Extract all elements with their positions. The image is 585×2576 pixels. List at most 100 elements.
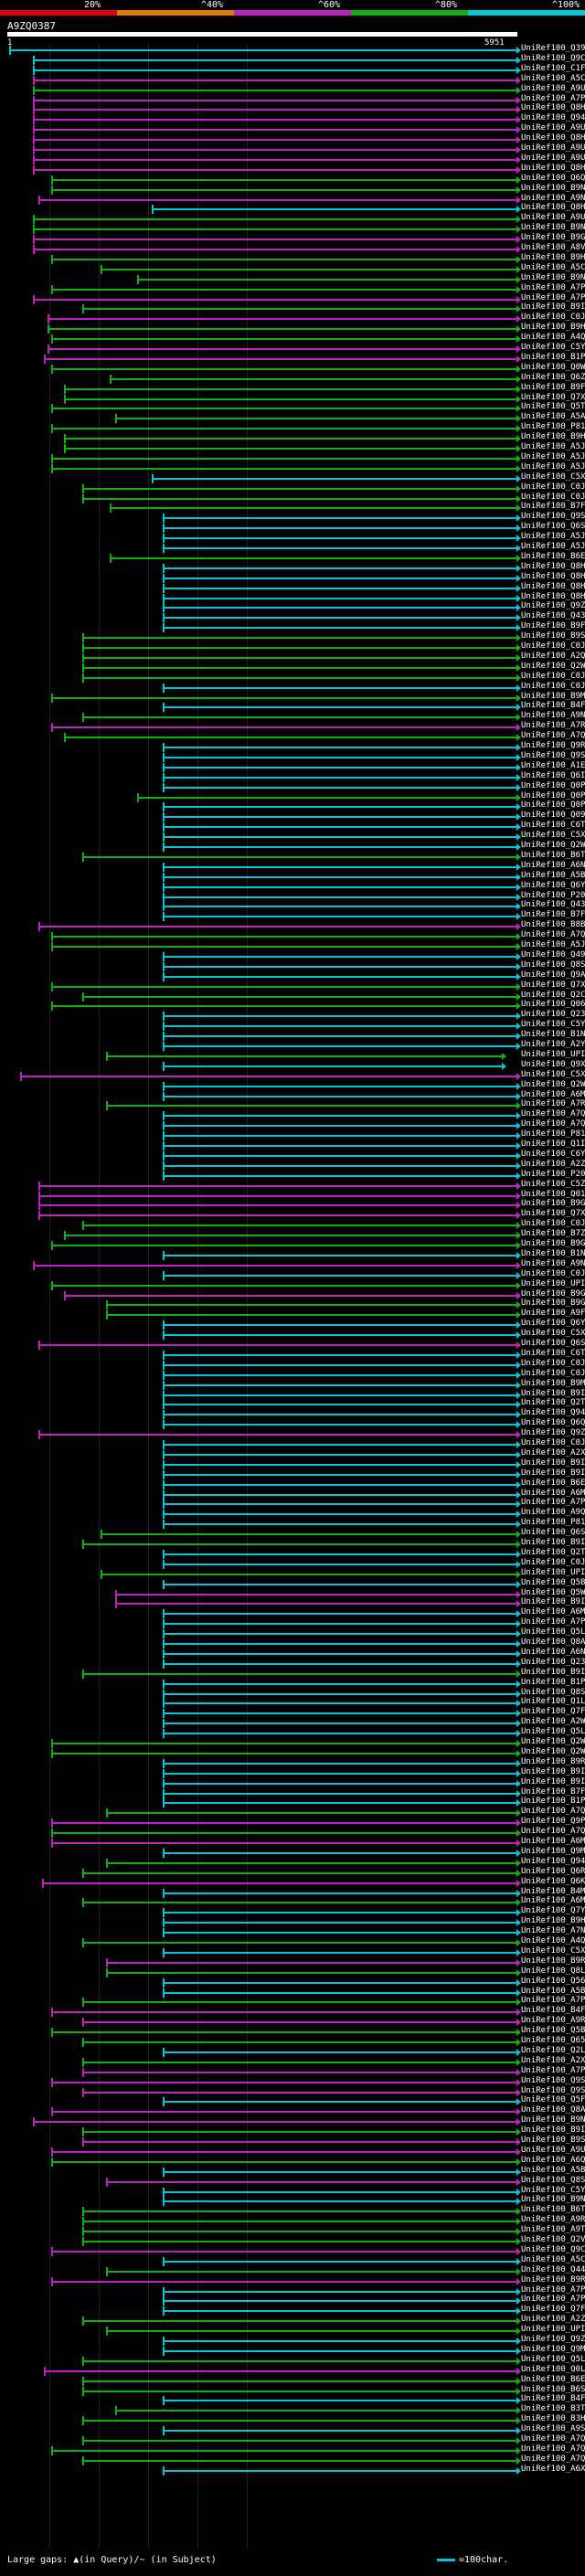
hit-name[interactable]: UniRef100_Q8H268 (521, 591, 585, 601)
hit-name[interactable]: UniRef100_B6SGK8 (521, 2384, 585, 2394)
hit-name[interactable]: UniRef100_Q8H271 (521, 561, 585, 571)
hit-row[interactable]: UniRef100_C5YH31 (0, 1020, 585, 1032)
hit-name[interactable]: UniRef100_Q9SPS1 (521, 2085, 585, 2095)
hit-row[interactable]: UniRef100_B9NSL2 (0, 2195, 585, 2207)
hit-name[interactable]: UniRef100_UPI000.. (521, 1049, 585, 1059)
hit-row[interactable]: UniRef100_B7FLF2 (0, 1787, 585, 1799)
hit-row[interactable]: UniRef100_B9H8V9 (0, 432, 585, 444)
hit-row[interactable]: UniRef100_C0JTD9 (0, 482, 585, 494)
hit-name[interactable]: UniRef100_B7F1Y9 (521, 502, 585, 512)
hit-name[interactable]: UniRef100_C6T1Z8 (521, 1348, 585, 1358)
hit-row[interactable]: UniRef100_Q9ZTS4 (0, 1428, 585, 1440)
hit-row[interactable]: UniRef100_Q7Y1F9 (0, 1906, 585, 1918)
hit-name[interactable]: UniRef100_A6MF82 (521, 1896, 585, 1906)
hit-name[interactable]: UniRef100_A7PW25 (521, 1498, 585, 1508)
hit-name[interactable]: UniRef100_Q2T1P2 (521, 1547, 585, 1557)
hit-name[interactable]: UniRef100_A9NYS6 (521, 711, 585, 721)
hit-row[interactable]: UniRef100_B9I4L5 (0, 1597, 585, 1609)
hit-row[interactable]: UniRef100_Q1LME0 (0, 1697, 585, 1709)
hit-row[interactable]: UniRef100_A5JYF7 (0, 452, 585, 464)
hit-name[interactable]: UniRef100_C5X6V2 (521, 472, 585, 482)
hit-name[interactable]: UniRef100_Q9C9W5 (521, 53, 585, 63)
hit-row[interactable]: UniRef100_B6T1G5 (0, 2205, 585, 2217)
hit-name[interactable]: UniRef100_Q6I378 (521, 770, 585, 780)
hit-name[interactable]: UniRef100_A9TR91 (521, 2225, 585, 2235)
hit-name[interactable]: UniRef100_B9IUU5 (521, 1538, 585, 1547)
hit-name[interactable]: UniRef100_Q23890 (521, 1657, 585, 1667)
hit-row[interactable]: UniRef100_Q23889 (0, 1010, 585, 1022)
hit-row[interactable]: UniRef100_Q43436 (0, 611, 585, 623)
hit-row[interactable]: UniRef100_A7PUR7 (0, 1996, 585, 2008)
hit-row[interactable]: UniRef100_Q8AV75 (0, 2105, 585, 2117)
hit-row[interactable]: UniRef100_A9NYS6 (0, 711, 585, 723)
hit-name[interactable]: UniRef100_A7P1U8 (521, 93, 585, 103)
hit-row[interactable]: UniRef100_Q8H255 (0, 164, 585, 175)
hit-row[interactable]: UniRef100_Q7FEW1 (0, 2305, 585, 2316)
hit-name[interactable]: UniRef100_B9SFF9 (521, 2136, 585, 2145)
hit-name[interactable]: UniRef100_B4FND4 (521, 701, 585, 711)
hit-name[interactable]: UniRef100_Q43436 (521, 611, 585, 621)
hit-row[interactable]: UniRef100_Q8H253 (0, 203, 585, 215)
hit-name[interactable]: UniRef100_B9IPX4 (521, 2125, 585, 2136)
hit-row[interactable]: UniRef100_Q9SPS1 (0, 2086, 585, 2098)
hit-row[interactable]: UniRef100_C5X8B4 (0, 831, 585, 843)
hit-name[interactable]: UniRef100_Q6R077 (521, 1866, 585, 1876)
hit-row[interactable]: UniRef100_A9TR91 (0, 2225, 585, 2237)
hit-row[interactable]: UniRef100_Q0W3A6 (0, 363, 585, 375)
hit-row[interactable]: UniRef100_C5Y1G0 (0, 2186, 585, 2198)
hit-name[interactable]: UniRef100_B9GLF0 (521, 1299, 585, 1309)
hit-row[interactable]: UniRef100_A7PW25 (0, 1498, 585, 1510)
hit-name[interactable]: UniRef100_Q7XX11 (521, 980, 585, 990)
hit-row[interactable]: UniRef100_A6MY14 (0, 1489, 585, 1500)
hit-name[interactable]: UniRef100_C1FY93 (521, 63, 585, 73)
hit-name[interactable]: UniRef100_B1PPT9 (521, 1797, 585, 1807)
hit-name[interactable]: UniRef100_A5JYF4 (521, 940, 585, 949)
hit-name[interactable]: UniRef100_A7QHC0 (521, 1807, 585, 1817)
hit-name[interactable]: UniRef100_A6NX54 (521, 1647, 585, 1657)
hit-row[interactable]: UniRef100_Q9A3A0 (0, 970, 585, 982)
hit-name[interactable]: UniRef100_UPI000.. (521, 1567, 585, 1577)
hit-name[interactable]: UniRef100_C6YP4 (521, 1149, 585, 1159)
hit-row[interactable]: UniRef100_B9N597 (0, 273, 585, 285)
hit-name[interactable]: UniRef100_A9Q3A7 (521, 1508, 585, 1518)
hit-row[interactable]: UniRef100_Q2W6N3 (0, 1737, 585, 1749)
hit-row[interactable]: UniRef100_C0JTD5 (0, 682, 585, 694)
hit-name[interactable]: UniRef100_Q5LJF1 (521, 2354, 585, 2364)
hit-name[interactable]: UniRef100_A5C219 (521, 2254, 585, 2264)
hit-row[interactable]: UniRef100_Q7XX11 (0, 981, 585, 992)
hit-row[interactable]: UniRef100_A7QHC0 (0, 1807, 585, 1818)
hit-row[interactable]: UniRef100_B9G7X4 (0, 1239, 585, 1251)
hit-name[interactable]: UniRef100_A9U5U3 (521, 83, 585, 93)
hit-name[interactable]: UniRef100_A1E8L7 (521, 760, 585, 770)
hit-name[interactable]: UniRef100_A9RQR7 (521, 2215, 585, 2225)
hit-name[interactable]: UniRef100_B9MSW7 (521, 1378, 585, 1388)
hit-name[interactable]: UniRef100_B9RDE6 (521, 1756, 585, 1766)
hit-name[interactable]: UniRef100_A7P6B0 (521, 292, 585, 302)
hit-row[interactable]: UniRef100_Q2VE16 (0, 2235, 585, 2247)
hit-row[interactable]: UniRef100_Q1IHP2 (0, 1140, 585, 1151)
hit-name[interactable]: UniRef100_A8VPW4 (521, 243, 585, 252)
hit-row[interactable]: UniRef100_A7Q8F0 (0, 2454, 585, 2466)
hit-row[interactable]: UniRef100_A7Q8V9 (0, 2444, 585, 2456)
hit-row[interactable]: UniRef100_B8BJF5 (0, 920, 585, 932)
hit-row[interactable]: UniRef100_B7F1Y9 (0, 502, 585, 514)
hit-name[interactable]: UniRef100_A9F4L3 (521, 1309, 585, 1319)
hit-row[interactable]: UniRef100_A6MY74 (0, 1090, 585, 1102)
hit-row[interactable]: UniRef100_Q0PJE1 (0, 800, 585, 812)
hit-name[interactable]: UniRef100_A7PGS4 (521, 2284, 585, 2295)
hit-row[interactable]: UniRef100_B9I6V0 (0, 1668, 585, 1680)
hit-row[interactable]: UniRef100_Q9Z114 (0, 2335, 585, 2347)
hit-name[interactable]: UniRef100_A9U6X0 (521, 213, 585, 223)
hit-row[interactable]: UniRef100_B1PPQ3 (0, 1678, 585, 1690)
hit-name[interactable]: UniRef100_C0JTE0 (521, 641, 585, 651)
hit-row[interactable]: UniRef100_A9F4L3 (0, 1309, 585, 1320)
hit-name[interactable]: UniRef100_Q2W6N3 (521, 1737, 585, 1746)
hit-name[interactable]: UniRef100_A7Q8F0 (521, 2454, 585, 2464)
hit-row[interactable]: UniRef100_C5X2B7 (0, 1946, 585, 1958)
hit-name[interactable]: UniRef100_Q6SL46 (521, 1528, 585, 1538)
hit-name[interactable]: UniRef100_C5XB59 (521, 1329, 585, 1339)
hit-name[interactable]: UniRef100_C5Y1G0 (521, 2185, 585, 2195)
hit-row[interactable]: UniRef100_Q2C122 (0, 991, 585, 1002)
hit-row[interactable]: UniRef100_Q56ZQ8 (0, 1977, 585, 1988)
hit-name[interactable]: UniRef100_Q1IHP2 (521, 1140, 585, 1149)
